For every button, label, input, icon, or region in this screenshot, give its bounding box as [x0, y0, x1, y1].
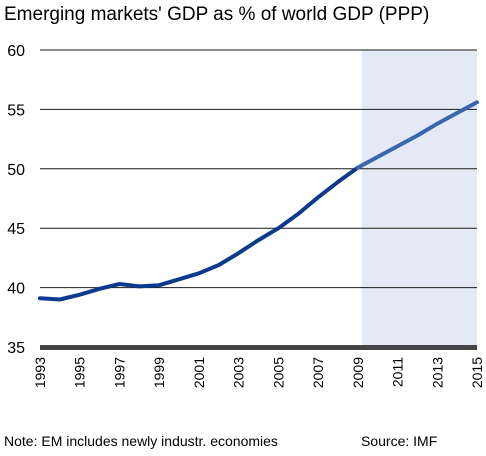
forecast-region — [361, 50, 477, 347]
x-tick-label-1999: 1999 — [151, 357, 167, 388]
chart-title: Emerging markets' GDP as % of world GDP … — [4, 4, 430, 25]
x-tick-label-2013: 2013 — [429, 357, 445, 388]
y-tick-label-40: 40 — [7, 281, 25, 298]
x-tick-label-2001: 2001 — [191, 357, 207, 388]
x-axis-line — [40, 345, 477, 350]
y-tick-label-60: 60 — [7, 43, 25, 60]
x-tick-label-1995: 1995 — [72, 357, 88, 388]
x-tick-label-2011: 2011 — [390, 357, 406, 387]
y-tick-label-35: 35 — [7, 340, 25, 357]
chart-source: Source: IMF — [361, 433, 438, 449]
chart-note: Note: EM includes newly industr. economi… — [4, 433, 278, 449]
y-tick-label-50: 50 — [7, 162, 25, 179]
x-tick-label-1993: 1993 — [32, 357, 48, 388]
x-tick-label-2015: 2015 — [469, 357, 485, 388]
x-tick-label-2005: 2005 — [270, 357, 286, 388]
series-line — [38, 165, 360, 302]
x-tick-label-1997: 1997 — [112, 357, 128, 388]
x-tick-label-2007: 2007 — [310, 357, 326, 388]
x-tick-label-2003: 2003 — [231, 357, 247, 388]
y-tick-label-55: 55 — [7, 102, 25, 119]
series-line-forecast — [355, 100, 479, 170]
y-tick-label-45: 45 — [7, 221, 25, 238]
x-tick-label-2009: 2009 — [350, 357, 366, 388]
